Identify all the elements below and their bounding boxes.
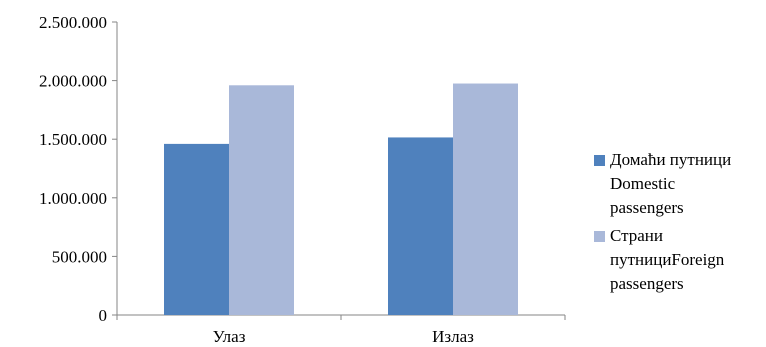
legend-swatch (594, 231, 605, 242)
y-tick-label: 0 (99, 306, 108, 325)
bar-foreign-1 (453, 83, 518, 315)
x-category-label: Излаз (432, 327, 474, 346)
x-axis-categories: Улаз Излаз (213, 327, 475, 346)
chart-bars (164, 83, 518, 316)
x-category-label: Улаз (213, 327, 246, 346)
y-tick-label: 2.500.000 (39, 13, 107, 32)
legend-label: Домаћи путници (610, 150, 732, 169)
legend-swatch (594, 155, 605, 166)
bar-domestic-0 (164, 143, 229, 315)
legend-label: Страни (610, 226, 663, 245)
y-tick-label: 500.000 (52, 247, 107, 266)
legend-label: путнициForeign (610, 250, 725, 269)
chart-legend: Домаћи путници Domestic passengers Страни пу… (594, 148, 764, 300)
bar-domestic-1 (388, 137, 453, 315)
legend-item-foreign: Страни путнициForeign passengers (594, 224, 764, 296)
legend-item-domestic: Домаћи путници Domestic passengers (594, 148, 764, 220)
bar-foreign-0 (229, 85, 294, 316)
y-axis-ticks: 0 500.000 1.000.000 1.500.000 2.000.000 2.500… (39, 13, 117, 325)
y-tick-label: 2.000.000 (39, 72, 107, 91)
legend-label: passengers (610, 198, 684, 217)
legend-label: passengers (610, 274, 684, 293)
y-tick-label: 1.000.000 (39, 189, 107, 208)
legend-label: Domestic (610, 174, 676, 193)
y-tick-label: 1.500.000 (39, 130, 107, 149)
